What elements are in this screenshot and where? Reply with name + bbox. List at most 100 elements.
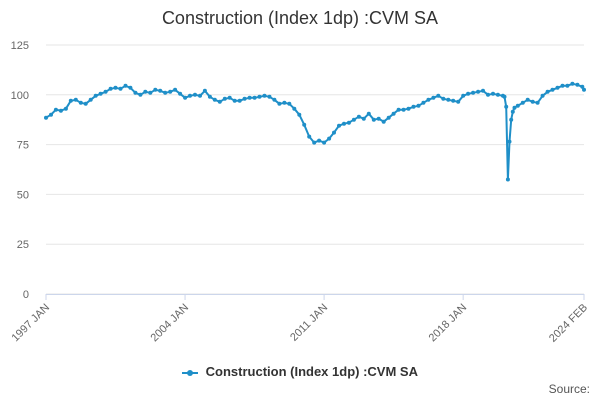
data-point [93, 93, 98, 98]
data-point [103, 89, 108, 94]
data-point [441, 96, 446, 101]
legend[interactable]: Construction (Index 1dp) :CVM SA [0, 364, 600, 379]
y-tick-label: 75 [17, 140, 29, 152]
data-point [361, 116, 366, 121]
data-point [272, 97, 277, 102]
data-point [312, 140, 317, 145]
data-point [262, 93, 267, 98]
data-point [198, 93, 202, 98]
data-point [391, 111, 396, 116]
data-point [158, 88, 163, 93]
data-point [446, 97, 451, 102]
data-point [88, 97, 93, 102]
data-point [257, 94, 262, 99]
source-label: Source: [548, 382, 590, 396]
legend-label: Construction (Index 1dp) :CVM SA [205, 364, 418, 379]
data-point [113, 85, 118, 90]
data-point [237, 98, 242, 103]
data-point [148, 90, 153, 95]
data-point [565, 83, 570, 88]
data-point [193, 92, 197, 97]
data-point [307, 134, 312, 139]
data-point [451, 98, 456, 103]
data-point [173, 87, 178, 92]
data-point [426, 97, 431, 102]
data-point [512, 105, 517, 110]
data-point [502, 94, 507, 99]
data-point [456, 99, 461, 104]
data-point [178, 91, 183, 96]
data-point [560, 83, 565, 88]
series-line-group [44, 81, 586, 182]
data-point [83, 101, 88, 106]
data-point [476, 89, 481, 94]
data-point [486, 92, 490, 97]
data-point [421, 100, 426, 105]
data-point [188, 93, 192, 98]
data-point [510, 109, 515, 114]
data-point [401, 107, 406, 112]
y-tick-label: 0 [23, 289, 29, 301]
chart-title: Construction (Index 1dp) :CVM SA [161, 8, 439, 28]
x-tick-label: 2024 FEB [547, 302, 590, 345]
legend-marker [182, 369, 199, 376]
data-point [168, 89, 173, 94]
data-point [495, 92, 500, 97]
data-point [44, 115, 48, 120]
data-point [504, 104, 509, 109]
data-point [461, 93, 466, 98]
data-point [322, 140, 327, 145]
data-point [540, 93, 545, 98]
x-tick-label: 2018 JAN [427, 302, 470, 345]
legend-marker-dot [187, 369, 194, 376]
axes: 0 25 50 75 100 125 1997 JAN 2004 JAN 2011 JAN 201… [9, 40, 590, 345]
data-point [277, 101, 282, 106]
x-tick-label: 1997 JAN [9, 302, 52, 345]
data-point [252, 95, 257, 100]
y-tick-label: 100 [11, 90, 29, 102]
data-point [68, 98, 73, 103]
data-point [356, 114, 361, 119]
data-point [570, 81, 575, 86]
data-point [555, 85, 560, 90]
data-point [386, 115, 391, 120]
data-point [287, 101, 292, 106]
data-point [212, 97, 217, 102]
data-point [507, 139, 512, 144]
data-point [431, 95, 436, 100]
data-point [78, 100, 83, 105]
data-point [381, 119, 386, 124]
data-point [123, 83, 128, 88]
y-tick-label: 125 [11, 40, 29, 52]
data-point [582, 87, 586, 92]
data-point [471, 90, 476, 95]
data-point [302, 122, 307, 127]
data-point [98, 91, 103, 96]
data-point [327, 136, 332, 141]
data-point [466, 91, 471, 96]
data-point [53, 107, 58, 112]
data-point [337, 123, 341, 128]
data-point [396, 107, 401, 112]
data-point [58, 108, 63, 113]
data-point [49, 112, 53, 117]
data-point [436, 93, 441, 98]
data-point [371, 117, 376, 122]
data-point [227, 95, 232, 100]
data-point [535, 100, 540, 105]
data-point [108, 86, 113, 91]
data-point [332, 130, 336, 135]
data-point [406, 106, 411, 111]
x-tick-label: 2011 JAN [288, 302, 330, 344]
data-point [222, 96, 227, 101]
data-point [416, 103, 421, 108]
data-point [505, 177, 510, 182]
data-point [317, 138, 322, 143]
data-point [550, 87, 555, 92]
data-point [342, 121, 346, 126]
data-point [133, 90, 138, 95]
data-point [351, 117, 356, 122]
data-point [202, 88, 207, 93]
data-point [138, 92, 143, 97]
x-tick-label: 2004 JAN [149, 302, 192, 345]
